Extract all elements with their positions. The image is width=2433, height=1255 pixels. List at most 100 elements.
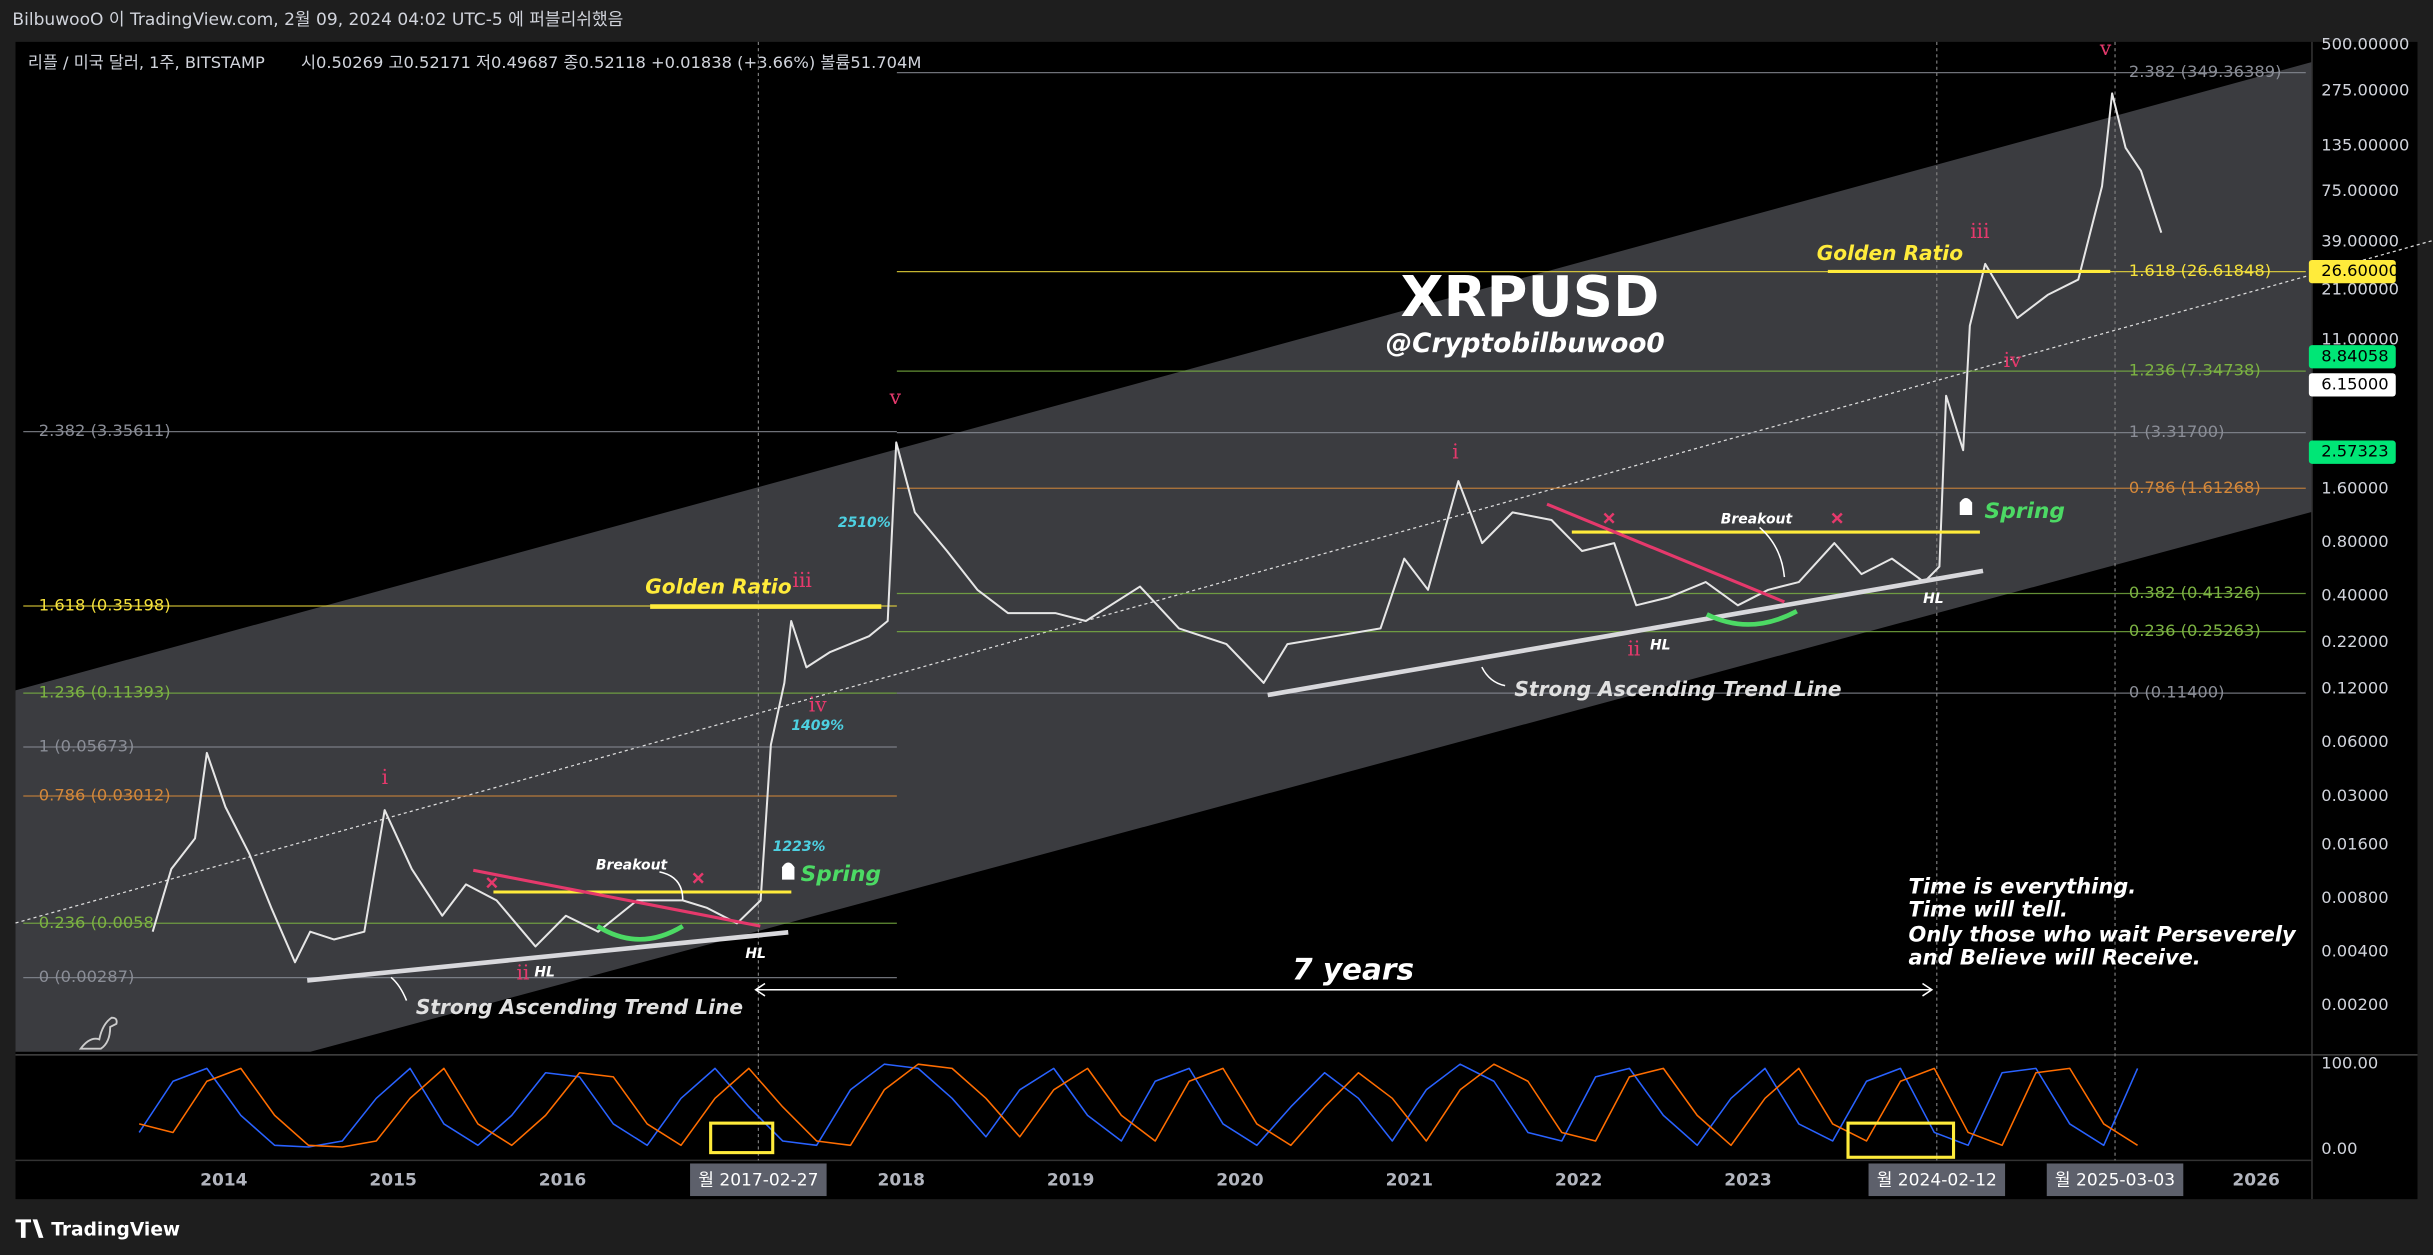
hl: HL [534,965,555,981]
y-tick-label: 0.01600 [2321,834,2388,853]
breakout-arrow [1759,526,1786,578]
date-marker-box [2046,1163,2184,1197]
wave-label: i [1452,439,1458,463]
date-marker: 월 2024-02-12 [1877,1171,1997,1191]
spring: Spring [801,862,881,887]
price-tag [2308,260,2396,284]
price-tag [2308,373,2396,397]
trend-line [1267,568,1984,698]
date-marker-box [690,1163,827,1197]
rocket-icons [782,497,1973,880]
trend-line [306,930,789,983]
fib-label: 1.236 (0.11393) [39,683,171,702]
y-tick-label: 21.00000 [2321,279,2399,298]
fib-label: 0.786 (1.61268) [2129,478,2261,497]
y-tick-label: 500.00000 [2321,34,2409,53]
gain-label: 1223% [773,839,826,855]
span-arrow [754,982,1934,997]
fib-label: 0.382 (0.41326) [2129,583,2261,602]
wave-label: ii [516,961,529,985]
annotations: XRPUSD @Cryptobilbuwoo0 Golden Ratio Gol… [382,36,2297,1019]
wave-label: v [2099,36,2112,60]
date-marker: 월 2017-02-27 [698,1171,818,1191]
price-line [138,1063,2139,1148]
y-tick-label: 0.00400 [2321,942,2388,961]
wave-label: iii [793,568,812,592]
x-tick-label: 2022 [1555,1171,1602,1191]
x-tick-label: 2020 [1216,1171,1264,1191]
cross-marks [486,512,1843,889]
resistance-line [1546,502,1785,604]
y-tick-label: 75.00000 [2321,181,2399,200]
x-tick-label: 2016 [539,1171,586,1191]
y-tick-label: 0.80000 [2321,532,2388,551]
trend-label: Strong Ascending Trend Line [1514,677,1841,701]
wave-label: i [382,765,388,789]
y-tick-label: 0.00 [2321,1139,2357,1158]
wave-label: v [889,385,902,409]
price-line [138,1063,2138,1148]
hl: HL [1650,637,1671,653]
price-tag-label: 2.57323 [2321,442,2388,461]
trend-label: Strong Ascending Trend Line [416,995,743,1019]
price-tag-label: 8.84058 [2321,346,2388,365]
wave-label: iii [1970,219,1989,243]
brand: TradingView [51,1220,180,1241]
golden-ratio: Golden Ratio [645,574,791,598]
y-tick-label: 100.00 [2321,1054,2378,1073]
y-tick-label: 135.00000 [2321,136,2409,155]
x-tick-label: 2014 [200,1171,248,1191]
y-tick-label: 0.00800 [2321,888,2388,907]
gain-label: 1409% [791,718,844,734]
price-tag-label: 26.60000 [2321,261,2399,280]
golden-ratio: Golden Ratio [1817,241,1963,265]
fib-label: 2.382 (349.36389) [2129,62,2282,81]
fib-label: 0.786 (0.03012) [39,785,171,804]
x-tick-label: 2018 [878,1171,925,1191]
y-tick-label: 1.60000 [2321,478,2388,497]
spring-arc [596,924,684,942]
y-tick-label: 0.00200 [2321,995,2388,1014]
spring-arc [1705,609,1798,627]
breakout-arrow [659,871,684,900]
y-tick-label: 0.06000 [2321,732,2388,751]
gain-label: 2510% [838,515,891,531]
wave-label: iv [809,692,827,716]
fib-label: 2.382 (3.35611) [39,421,171,440]
y-tick-label: 11.00000 [2321,329,2399,348]
x-tick-label: 2021 [1386,1171,1433,1191]
hl: HL [1923,591,1944,607]
price-tag [2308,345,2396,369]
quote-line: Only those who wait Perseverely [1909,922,2298,946]
callout-arrow [390,976,408,1001]
wave-label: iv [2004,348,2022,372]
brand-logo [15,1219,44,1238]
hl: HL [745,946,766,962]
fib-label: 1 (0.05673) [39,737,135,756]
x-tick-label: 2023 [1724,1171,1771,1191]
publisher: BilbuwooO 이 TradingView.com, 2월 09, 2024… [12,10,623,30]
channel-midline [15,239,2433,924]
x-tick-label: 2019 [1047,1171,1094,1191]
price-channel [15,62,2312,1052]
quote-line: and Believe will Receive. [1909,946,2201,970]
symbol: 리플 / 미국 달러, 1주, BITSTAMP [28,53,265,72]
price-line [151,92,2163,964]
wave-label: ii [1627,636,1640,660]
highlight-box [1846,1121,1956,1159]
y-tick-label: 0.40000 [2321,586,2388,605]
fib-label: 1.618 (0.35198) [39,595,171,614]
fib-label: 0 (0.11400) [2129,683,2225,702]
quote-line: Time is everything. [1909,874,2137,898]
chart-subtitle: @Cryptobilbuwoo0 [1386,329,1665,359]
drawings [78,269,2111,1159]
quote-line: Time will tell. [1909,898,2068,922]
span-label: 7 years [1292,953,1414,987]
x-tick-label: 2015 [369,1171,416,1191]
highlight-box [709,1121,775,1155]
fib-label: 0.236 (0.0058 [39,913,154,932]
price-tag [2308,440,2396,464]
y-tick-label: 39.00000 [2321,232,2399,251]
